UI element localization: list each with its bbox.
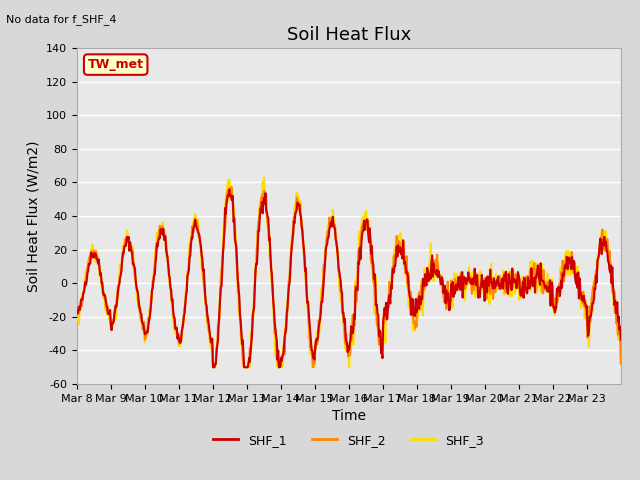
- Y-axis label: Soil Heat Flux (W/m2): Soil Heat Flux (W/m2): [26, 140, 40, 292]
- Legend: SHF_1, SHF_2, SHF_3: SHF_1, SHF_2, SHF_3: [209, 429, 489, 452]
- Title: Soil Heat Flux: Soil Heat Flux: [287, 25, 411, 44]
- Text: TW_met: TW_met: [88, 58, 144, 71]
- X-axis label: Time: Time: [332, 409, 366, 423]
- Text: No data for f_SHF_4: No data for f_SHF_4: [6, 14, 117, 25]
